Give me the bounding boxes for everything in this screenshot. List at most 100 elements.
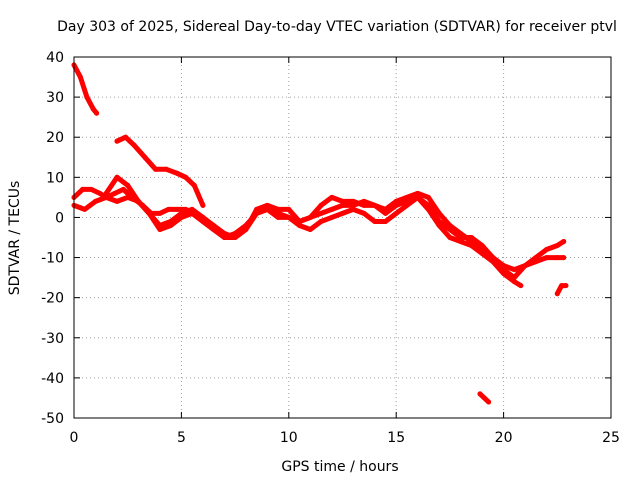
x-tick-label: 5 <box>177 430 186 446</box>
data-point <box>490 259 496 265</box>
data-point <box>404 202 410 208</box>
y-tick-label: 10 <box>46 170 64 186</box>
data-point <box>189 206 195 212</box>
data-point <box>415 194 421 200</box>
data-point <box>554 291 560 297</box>
y-axis-ticks: 40 30 20 10 0 -10 -20 -30 -40 -50 <box>41 50 611 427</box>
data-point <box>254 210 260 216</box>
data-point <box>318 210 324 216</box>
y-tick-label: 0 <box>55 210 64 226</box>
data-point <box>340 210 345 216</box>
data-point <box>522 263 528 269</box>
data-point <box>200 214 206 220</box>
data-point <box>125 182 131 188</box>
y-tick-label: -30 <box>41 331 64 347</box>
data-point <box>307 214 313 220</box>
data-series <box>71 62 569 405</box>
data-point <box>163 166 169 172</box>
data-point <box>511 267 517 273</box>
data-point <box>340 202 345 208</box>
data-point <box>468 243 474 248</box>
data-point <box>157 223 163 228</box>
data-point <box>554 243 560 248</box>
data-point <box>486 399 492 405</box>
data-point <box>383 219 388 224</box>
data-point <box>82 206 88 212</box>
data-point <box>183 174 189 180</box>
y-tick-label: 40 <box>46 50 64 66</box>
data-point <box>544 255 550 261</box>
data-point <box>393 202 399 208</box>
data-point <box>340 198 345 204</box>
data-point <box>447 227 453 232</box>
x-axis-label: GPS time / hours <box>281 459 398 475</box>
data-point <box>232 235 238 240</box>
data-point <box>114 174 120 180</box>
data-point <box>447 235 453 240</box>
data-point <box>501 271 507 277</box>
data-point <box>84 94 90 100</box>
data-point <box>561 255 567 261</box>
data-point <box>481 395 487 401</box>
data-point <box>511 279 517 285</box>
data-point <box>166 206 171 212</box>
data-point <box>211 223 217 228</box>
data-point <box>372 219 378 224</box>
data-point <box>383 210 388 216</box>
data-point <box>350 198 356 204</box>
data-point <box>479 243 485 248</box>
data-point <box>120 186 126 192</box>
data-point <box>135 198 141 204</box>
plot-border <box>73 56 612 419</box>
data-point <box>329 194 335 200</box>
data-point <box>468 235 474 240</box>
data-point <box>318 219 324 224</box>
data-point <box>94 110 100 116</box>
data-point <box>458 239 464 244</box>
y-axis-label: SDTVAR / TECUs <box>7 181 23 296</box>
data-point <box>157 210 163 216</box>
data-point <box>554 255 560 261</box>
data-point <box>131 142 137 148</box>
x-tick-label: 10 <box>280 430 298 446</box>
data-point <box>90 106 96 112</box>
data-point <box>93 198 98 204</box>
data-point <box>264 202 270 208</box>
x-tick-label: 25 <box>602 430 620 446</box>
data-point <box>329 206 335 212</box>
y-tick-label: -20 <box>41 291 64 307</box>
data-point <box>393 210 399 216</box>
data-point <box>123 134 129 140</box>
data-point <box>286 206 292 212</box>
data-point <box>221 231 227 236</box>
data-point <box>275 214 281 220</box>
plot-area <box>73 56 612 419</box>
y-tick-label: -40 <box>41 371 64 387</box>
data-point <box>559 283 565 289</box>
data-point <box>243 227 249 232</box>
data-point <box>112 190 118 196</box>
data-point <box>80 186 86 192</box>
data-point <box>350 206 356 212</box>
data-point <box>157 227 163 232</box>
data-point <box>97 190 103 196</box>
chart-title: Day 303 of 2025, Sidereal Day-to-day VTE… <box>57 19 617 35</box>
data-point <box>103 190 109 196</box>
data-point <box>436 223 442 228</box>
data-point <box>191 182 197 188</box>
data-point <box>114 138 120 144</box>
plot-frame <box>73 56 612 419</box>
data-point <box>415 190 421 196</box>
data-point <box>275 206 281 212</box>
data-point <box>544 247 550 252</box>
series-track-5 <box>103 174 524 289</box>
x-tick-label: 0 <box>70 430 79 446</box>
y-tick-label: 30 <box>46 90 64 106</box>
data-point <box>88 186 94 192</box>
data-point <box>425 206 431 212</box>
series-track-2 <box>114 134 206 208</box>
data-point <box>264 206 270 212</box>
data-point <box>533 259 539 265</box>
x-tick-label: 15 <box>387 430 405 446</box>
